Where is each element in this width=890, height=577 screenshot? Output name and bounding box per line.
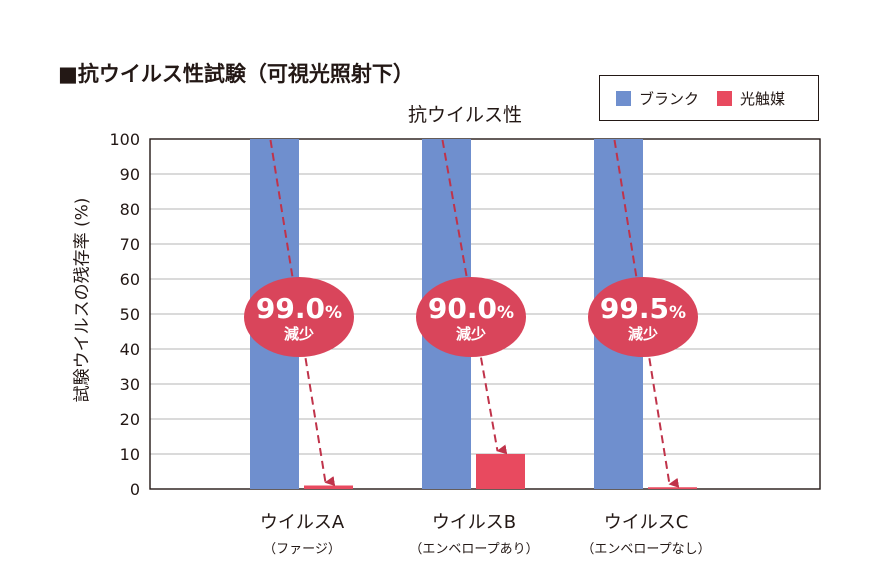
bar-photocatalyst bbox=[476, 454, 525, 489]
bar-photocatalyst bbox=[648, 487, 697, 489]
reduction-label: 減少 bbox=[456, 325, 486, 343]
reduction-badge bbox=[244, 277, 354, 357]
y-tick-label: 90 bbox=[120, 165, 140, 184]
reduction-label: 減少 bbox=[628, 325, 658, 343]
reduction-value: 99.5% bbox=[600, 292, 686, 325]
reduction-badge bbox=[588, 277, 698, 357]
y-tick-label: 60 bbox=[120, 270, 140, 289]
legend-item-blank: ブランク bbox=[616, 88, 699, 109]
y-tick-label: 40 bbox=[120, 340, 140, 359]
reduction-value: 90.0% bbox=[428, 292, 514, 325]
reduction-badge bbox=[416, 277, 526, 357]
legend-label-photocatalyst: 光触媒 bbox=[740, 89, 786, 108]
y-tick-label: 0 bbox=[130, 480, 140, 499]
x-category-label: ウイルスC bbox=[604, 512, 689, 533]
legend: ブランク 光触媒 bbox=[599, 75, 819, 121]
reduction-value: 99.0% bbox=[256, 292, 342, 325]
x-category-sublabel: （ファージ） bbox=[263, 542, 341, 557]
x-category-sublabel: （エンベロープあり） bbox=[409, 542, 538, 557]
y-tick-label: 20 bbox=[120, 410, 140, 429]
y-tick-label: 30 bbox=[120, 375, 140, 394]
bar-photocatalyst bbox=[304, 485, 353, 489]
y-tick-label: 80 bbox=[120, 200, 140, 219]
x-category-label: ウイルスA bbox=[260, 512, 345, 533]
x-category-sublabel: （エンベロープなし） bbox=[581, 542, 710, 557]
legend-swatch-blank bbox=[616, 90, 631, 106]
y-tick-label: 70 bbox=[120, 235, 140, 254]
x-category-label: ウイルスB bbox=[432, 512, 516, 533]
legend-swatch-photocatalyst bbox=[717, 90, 733, 106]
y-tick-label: 100 bbox=[109, 130, 140, 149]
y-tick-label: 10 bbox=[120, 445, 140, 464]
page-title: ■抗ウイルス性試験（可視光照射下） bbox=[58, 62, 414, 86]
legend-label-blank: ブランク bbox=[639, 89, 700, 108]
reduction-label: 減少 bbox=[284, 325, 314, 343]
legend-item-photocatalyst: 光触媒 bbox=[717, 88, 785, 109]
y-tick-label: 50 bbox=[120, 305, 140, 324]
chart-title: 抗ウイルス性 bbox=[408, 104, 523, 126]
